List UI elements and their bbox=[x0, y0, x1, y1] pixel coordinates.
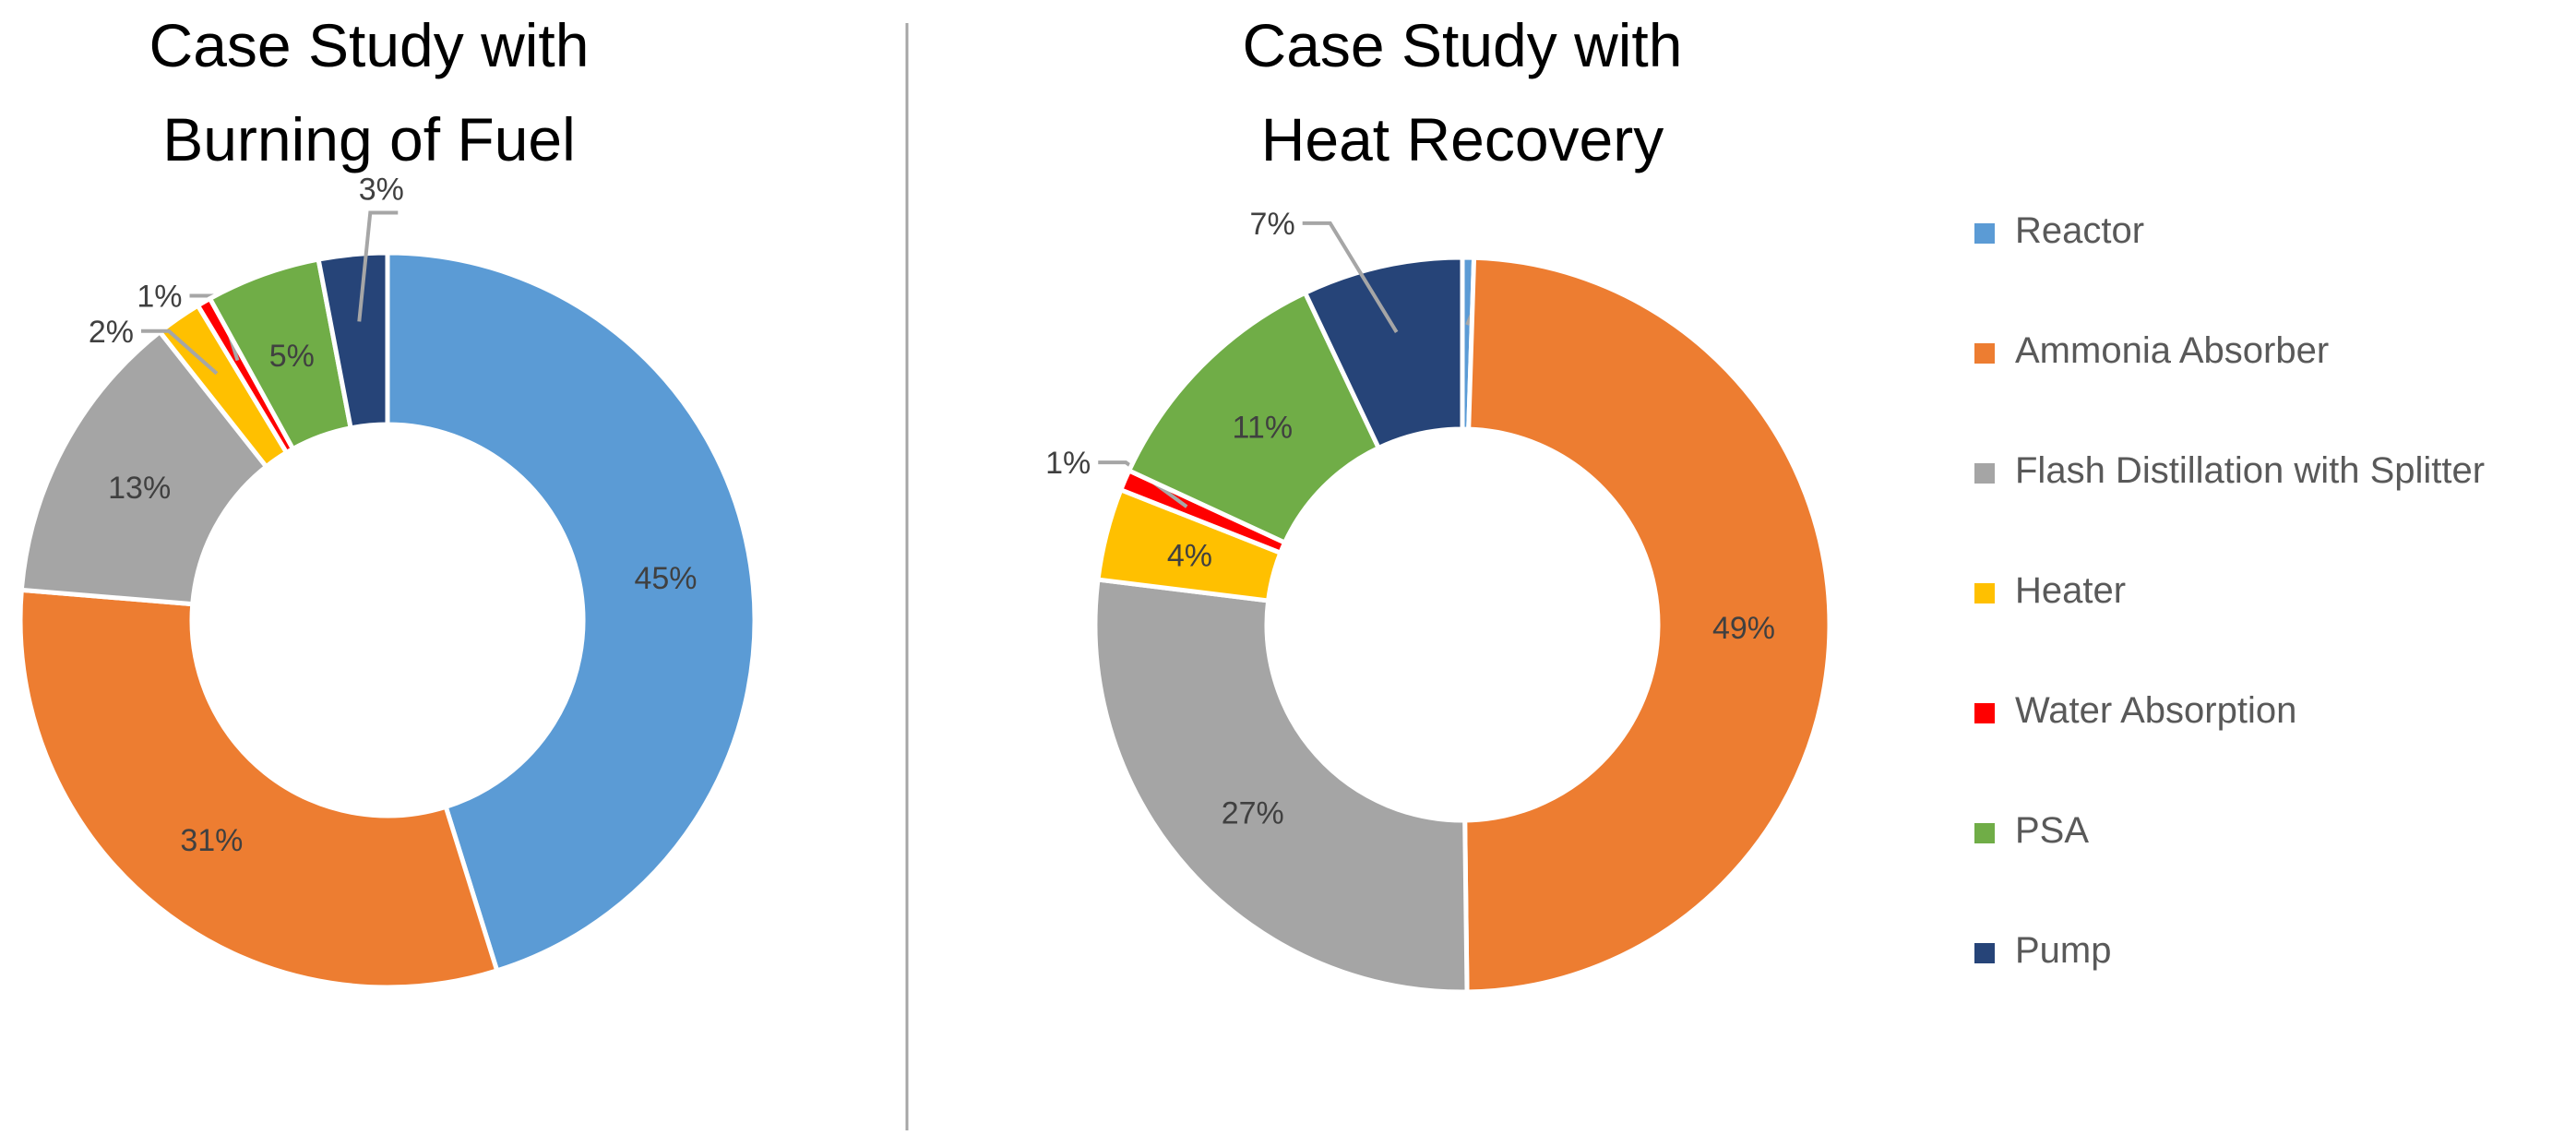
chart-1-donut: 45% 31% 13% 2%1% 5% 3% bbox=[18, 172, 757, 990]
chart-2-data-label-pump: 7% bbox=[1250, 207, 1295, 242]
chart-2-slice-ammonia-absorber bbox=[1462, 255, 1832, 995]
legend-swatch-flash-distillation-with-splitter bbox=[1974, 463, 1995, 484]
chart-1-title-line-2: Burning of Fuel bbox=[162, 105, 576, 173]
chart-2-data-label-heater: 4% bbox=[1167, 539, 1212, 574]
legend-swatch-pump bbox=[1974, 943, 1995, 963]
chart-1-slice-flash-distillation-with-splitter bbox=[18, 329, 270, 607]
legend-label-water-absorption: Water Absorption bbox=[2015, 690, 2296, 731]
legend-label-psa: PSA bbox=[2015, 810, 2089, 851]
chart-2-data-label-water-absorption: 1% bbox=[1045, 446, 1091, 481]
legend: Reactor Ammonia Absorber Flash Distillatio… bbox=[1974, 210, 2485, 971]
legend-label-reactor: Reactor bbox=[2015, 210, 2144, 251]
legend-label-flash-distillation-with-splitter: Flash Distillation with Splitter bbox=[2015, 450, 2485, 491]
chart-2-leader-line-pump bbox=[1302, 221, 1399, 333]
chart-2-slice-pump bbox=[1302, 255, 1465, 451]
chart-1-slice-reactor bbox=[385, 250, 757, 974]
legend-label-pump: Pump bbox=[2015, 930, 2112, 971]
chart-1-data-label-psa: 5% bbox=[269, 339, 315, 374]
chart-1-slice-ammonia-absorber bbox=[18, 587, 500, 990]
chart-2-data-label-flash-distillation-with-splitter: 27% bbox=[1222, 795, 1284, 830]
chart-1-slice-pump bbox=[316, 250, 390, 431]
legend-swatch-ammonia-absorber bbox=[1974, 343, 1995, 364]
chart-2-slice-flash-distillation-with-splitter bbox=[1092, 577, 1470, 995]
chart-1-leader-line-heater bbox=[140, 329, 219, 376]
legend-label-ammonia-absorber: Ammonia Absorber bbox=[2015, 330, 2329, 371]
chart-1-data-label-reactor: 45% bbox=[634, 561, 697, 596]
chart-2-data-label-psa: 11% bbox=[1233, 410, 1294, 445]
chart-2-data-label-ammonia-absorber: 49% bbox=[1712, 611, 1775, 646]
chart-1-data-label-pump: 3% bbox=[359, 172, 404, 207]
chart-1-data-label-water-absorption: 1% bbox=[137, 280, 182, 315]
chart-1-leader-line-pump bbox=[357, 210, 399, 322]
chart-2-donut: 1%49%27%4%1%11%7% bbox=[1045, 207, 1832, 995]
chart-1-data-label-flash-distillation-with-splitter: 13% bbox=[108, 471, 171, 506]
legend-swatch-reactor bbox=[1974, 223, 1995, 244]
chart-2-title-line-2: Heat Recovery bbox=[1261, 105, 1664, 173]
chart-1-title-line-1: Case Study with bbox=[149, 11, 590, 79]
chart-2-title-line-1: Case Study with bbox=[1243, 11, 1683, 79]
legend-swatch-water-absorption bbox=[1974, 703, 1995, 723]
legend-swatch-heater bbox=[1974, 583, 1995, 603]
chart-1-data-label-heater: 2% bbox=[89, 315, 134, 350]
chart-2-leader-line-water-absorption bbox=[1098, 460, 1188, 508]
legend-swatch-psa bbox=[1974, 823, 1995, 843]
legend-label-heater: Heater bbox=[2015, 570, 2126, 611]
chart-1-data-label-ammonia-absorber: 31% bbox=[180, 823, 243, 858]
